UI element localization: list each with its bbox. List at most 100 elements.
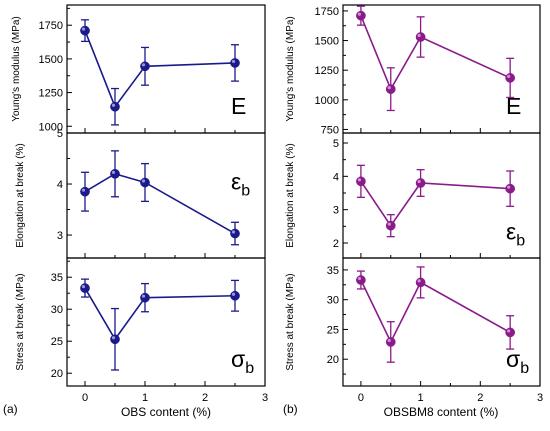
property-symbol: εb: [506, 218, 525, 249]
subplot-3: 20 25 30 35 Stress at break (MPa) σb: [285, 257, 541, 387]
data-point-highlight: [357, 276, 362, 281]
y-tick-label: 5: [333, 138, 339, 150]
property-symbol: εb: [231, 168, 250, 199]
data-point: [356, 10, 366, 21]
y-tick-label: 20: [51, 368, 63, 380]
series-line: [84, 172, 236, 235]
y-tick-label: 5: [57, 128, 63, 140]
data-point-highlight: [111, 103, 116, 107]
data-point: [505, 327, 516, 338]
series-line: [360, 15, 511, 91]
y-axis-label: Stress at break (MPa): [15, 273, 26, 370]
data-point-highlight: [507, 74, 511, 78]
subplot-3: 20 25 30 35 Stress at break (MPa) σb: [15, 257, 266, 387]
property-symbol: E: [506, 93, 521, 119]
data-point: [110, 168, 120, 179]
subplot-2: 3 4 5 Elongation at break (%) εb: [15, 128, 266, 259]
data-point: [80, 25, 90, 36]
y-tick-label: 3: [333, 205, 339, 217]
data-point: [140, 177, 150, 188]
series-line: [360, 180, 511, 228]
data-point: [80, 186, 90, 197]
x-tick-label: 3: [537, 392, 543, 404]
x-axis-label: OBS content (%): [121, 405, 211, 419]
data-point-highlight: [507, 185, 511, 189]
y-axis-label: Elongation at break (%): [15, 143, 26, 248]
data-point: [385, 337, 396, 347]
y-tick-label: 35: [327, 265, 339, 277]
data-point-highlight: [141, 63, 146, 67]
data-point: [415, 32, 426, 42]
data-point-highlight: [141, 179, 146, 183]
data-point-highlight: [231, 59, 236, 64]
data-point-highlight: [417, 179, 421, 184]
property-symbol: E: [231, 93, 246, 119]
y-tick-label: 30: [51, 304, 63, 316]
data-point-highlight: [357, 178, 362, 182]
data-point-highlight: [507, 329, 511, 333]
data-point-highlight: [231, 230, 236, 234]
y-tick-label: 750: [321, 124, 339, 136]
data-point: [385, 220, 396, 231]
x-tick-label: 1: [418, 392, 424, 404]
data-point-highlight: [357, 12, 362, 16]
x-tick-label: 1: [142, 392, 148, 404]
series-line: [84, 287, 236, 341]
y-axis-label: Young's modulus (MPa): [11, 16, 22, 121]
x-axis-label: OBSBM8 content (%): [384, 405, 499, 419]
series-line: [84, 30, 236, 109]
data-point-highlight: [387, 222, 391, 226]
y-tick-label: 30: [327, 295, 339, 307]
data-point: [230, 290, 240, 301]
data-point: [415, 178, 426, 188]
data-point-highlight: [111, 336, 116, 340]
y-axis-label: Elongation at break (%): [285, 143, 296, 248]
data-point-highlight: [387, 86, 391, 90]
panel-label: (a): [3, 402, 18, 416]
y-tick-label: 3: [57, 230, 63, 242]
data-point: [140, 292, 150, 303]
x-tick-label: 3: [262, 392, 268, 404]
y-tick-label: 2: [333, 238, 339, 250]
data-point: [415, 277, 426, 288]
y-tick-label: 4: [333, 171, 339, 183]
subplot-2: 2 3 4 5 Elongation at break (%) εb: [285, 132, 541, 259]
panel-label: (b): [283, 402, 298, 416]
y-tick-label: 1500: [39, 54, 63, 66]
x-tick-label: 0: [82, 392, 88, 404]
data-point-highlight: [81, 188, 86, 192]
data-point-highlight: [81, 27, 86, 31]
y-tick-label: 25: [327, 324, 339, 336]
data-point: [80, 283, 90, 293]
data-point: [140, 61, 150, 72]
data-point-highlight: [417, 33, 421, 38]
data-point: [385, 84, 396, 94]
data-point-highlight: [231, 292, 236, 296]
y-tick-label: 1250: [315, 65, 339, 77]
data-point: [110, 334, 120, 345]
plot-frame: [66, 257, 266, 387]
property-subscript: b: [241, 182, 250, 199]
data-point-highlight: [81, 284, 86, 289]
data-point-highlight: [111, 170, 116, 174]
data-point: [230, 58, 240, 68]
subplot-1: 750 1000 1250 1500 1750 Young's modulus (MPa)…: [285, 4, 541, 136]
property-symbol: σb: [231, 346, 254, 377]
data-point: [230, 228, 240, 239]
y-tick-label: 1000: [315, 95, 339, 107]
data-point-highlight: [417, 279, 421, 283]
y-tick-label: 25: [51, 336, 63, 348]
data-point: [110, 101, 120, 112]
data-point-highlight: [141, 294, 146, 298]
data-point: [356, 176, 366, 187]
x-tick-label: 2: [477, 392, 483, 404]
subplot-1: 1000 1250 1500 1750 Young's modulus (MPa) E: [11, 4, 266, 134]
plot-frame: [342, 257, 541, 387]
y-tick-label: 1250: [39, 88, 63, 100]
property-subscript: b: [516, 232, 525, 249]
data-point: [505, 73, 516, 83]
y-tick-label: 1750: [39, 20, 63, 32]
y-tick-label: 4: [57, 179, 63, 191]
